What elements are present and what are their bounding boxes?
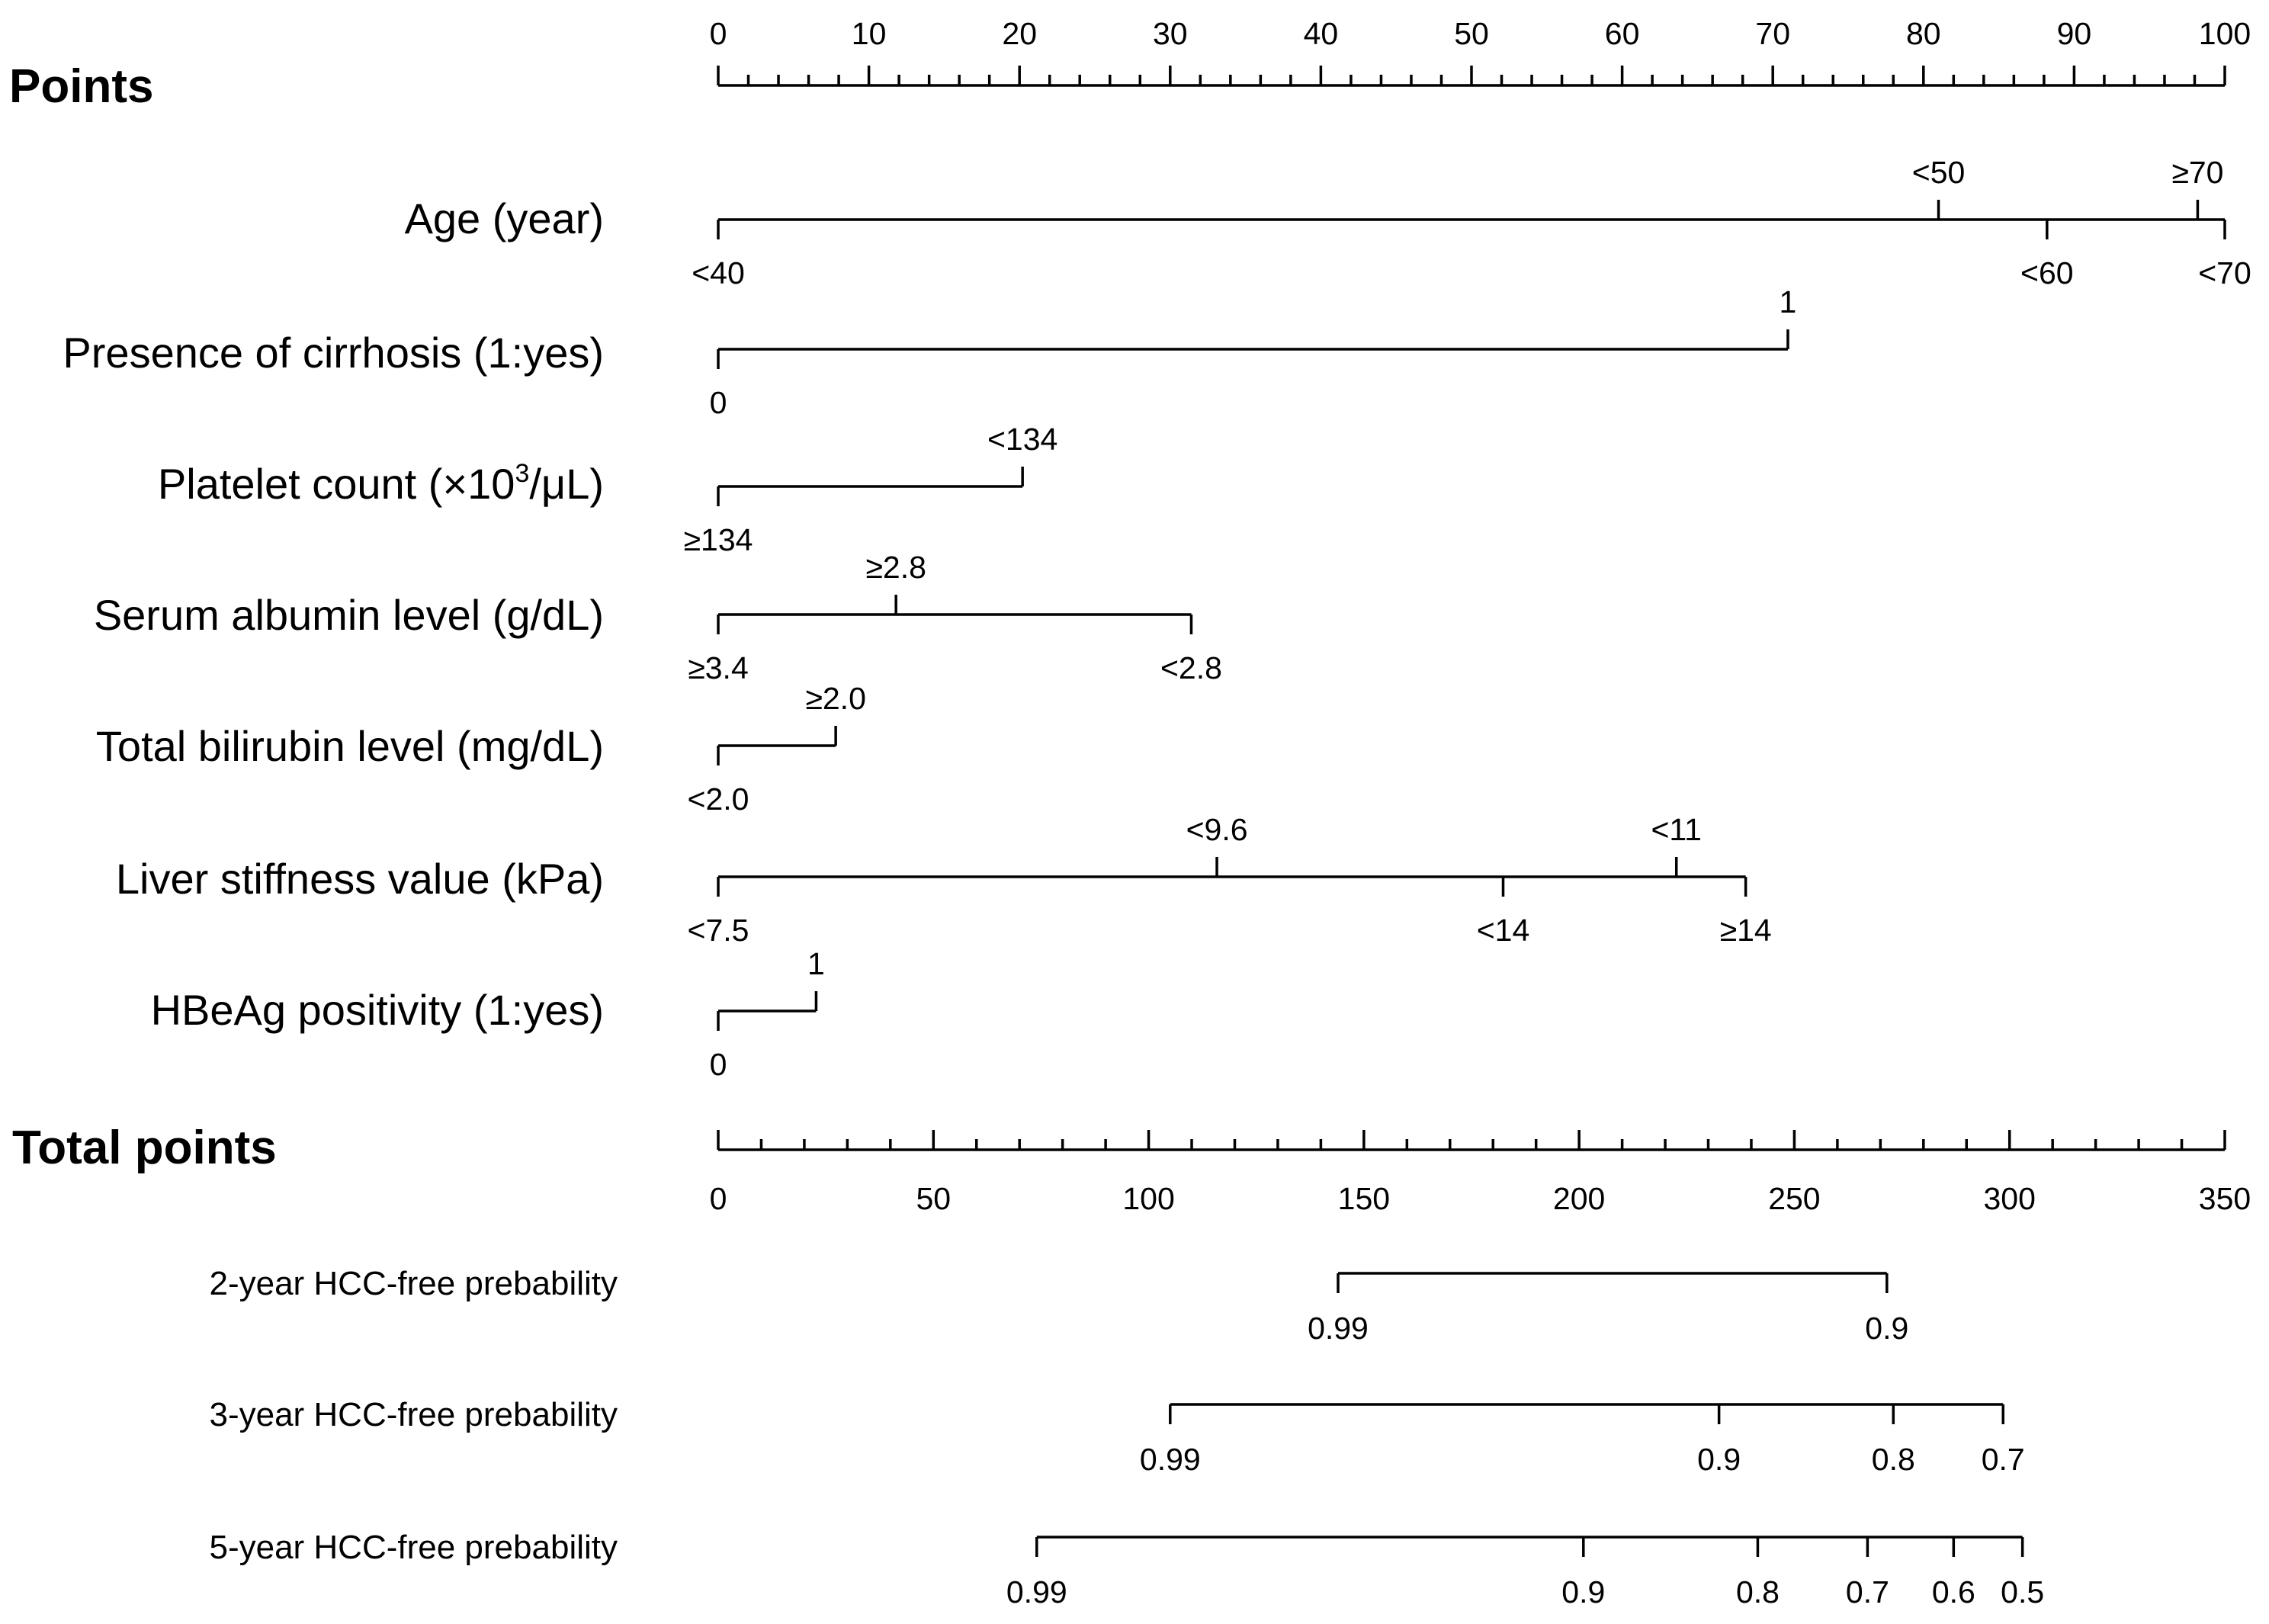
variable-tick-label-1: 1 (807, 946, 825, 981)
variable-label-age: Age (year) (405, 194, 604, 242)
variable-scale-liver-stiffness: <7.5 <9.6 <14 <11 ≥14 (688, 812, 1772, 948)
variable-tick-label-ge-2.0: ≥2.0 (805, 681, 866, 716)
prob-tick-label-0.7: 0.7 (1846, 1574, 1889, 1610)
variable-tick-label-lt-50: <50 (1912, 155, 1966, 190)
prob-scale-2-year: 0.99 0.9 (1308, 1272, 1908, 1346)
variable-scale-hbeag: 01 (710, 946, 825, 1082)
prob-tick-label-0.7: 0.7 (1982, 1442, 2025, 1477)
prob-row-2-year: 2-year HCC-free prebability 0.99 0.9 (209, 1265, 1908, 1346)
variable-tick-label-ge-70: ≥70 (2171, 155, 2223, 190)
variable-scale-bilirubin: <2.0 ≥2.0 (688, 681, 866, 817)
total-axis-tick-label: 0 (710, 1181, 727, 1216)
variable-row-age: Age (year) <40 <50 <60 ≥70 <70 (405, 155, 2251, 290)
prob-tick-label-0.8: 0.8 (1872, 1442, 1915, 1477)
variable-label-albumin: Serum albumin level (g/dL) (94, 591, 604, 639)
points-axis-tick-label: 90 (2057, 16, 2092, 51)
points-axis: 0 10 20 30 40 50 60 70 80 90 100 (710, 16, 2251, 87)
variable-tick-label-lt-7.5: <7.5 (688, 913, 749, 948)
points-axis-tick-label: 30 (1153, 16, 1188, 51)
variable-scale-cirrhosis: 01 (710, 284, 1797, 420)
variable-scale-albumin: ≥3.4 ≥2.8 <2.8 (688, 550, 1222, 685)
points-axis-tick-label: 10 (852, 16, 887, 51)
variable-tick-label-lt-2.0: <2.0 (688, 782, 749, 817)
variable-label-hbeag: HBeAg positivity (1:yes) (151, 986, 604, 1034)
prob-tick-label-0.6: 0.6 (1932, 1574, 1975, 1610)
prob-tick-label-0.99: 0.99 (1006, 1574, 1067, 1610)
variable-tick-label-lt-11: <11 (1651, 812, 1702, 847)
prob-row-5-year: 5-year HCC-free prebability 0.99 0.9 0.8 0.… (209, 1529, 2044, 1610)
points-axis-tick-label: 60 (1605, 16, 1640, 51)
points-axis-tick-label: 40 (1304, 16, 1339, 51)
platelet-label-suffix: /μL) (529, 460, 604, 508)
variable-tick-label-0: 0 (710, 1047, 727, 1082)
variable-row-bilirubin: Total bilirubin level (mg/dL) <2.0 ≥2.0 (96, 681, 866, 817)
total-axis-tick-label: 300 (1984, 1181, 2036, 1216)
prob-tick-label-0.99: 0.99 (1140, 1442, 1201, 1477)
variable-tick-label-lt-134: <134 (987, 422, 1057, 457)
points-axis-tick-label: 70 (1755, 16, 1790, 51)
variable-row-liver-stiffness: Liver stiffness value (kPa) <7.5<9.6<14<… (116, 812, 1772, 948)
prob-label-2-year: 2-year HCC-free prebability (209, 1265, 618, 1302)
variable-tick-label-lt-9.6: <9.6 (1186, 812, 1248, 847)
points-axis-label: Points (9, 60, 153, 113)
variable-tick-label-lt-2.8: <2.8 (1160, 650, 1222, 685)
points-axis-tick-label: 20 (1002, 16, 1037, 51)
variable-row-hbeag: HBeAg positivity (1:yes) 01 (151, 946, 825, 1082)
points-axis-tick-label: 50 (1454, 16, 1489, 51)
prob-tick-label-0.9: 0.9 (1697, 1442, 1741, 1477)
variable-tick-label-lt-60: <60 (2020, 255, 2074, 290)
total-axis-tick-label: 350 (2199, 1181, 2251, 1216)
platelet-label-superscript: 3 (515, 459, 529, 488)
total-points-axis: 0 50 100 150 200 250 300 350 (710, 1130, 2251, 1216)
prob-tick-label-0.9: 0.9 (1561, 1574, 1605, 1610)
platelet-label-prefix: Platelet count (×10 (158, 460, 515, 508)
variable-row-platelet: Platelet count (×103/μL) ≥134 <134 (158, 422, 1057, 557)
variable-tick-label-lt-14: <14 (1477, 913, 1530, 948)
variable-label-bilirubin: Total bilirubin level (mg/dL) (96, 722, 604, 770)
prob-row-3-year: 3-year HCC-free prebability 0.99 0.9 0.8 0.… (209, 1396, 2024, 1477)
variable-tick-label-1: 1 (1780, 284, 1797, 319)
prob-tick-label-0.8: 0.8 (1736, 1574, 1780, 1610)
variable-row-cirrhosis: Presence of cirrhosis (1:yes) 01 (63, 284, 1796, 420)
variable-row-albumin: Serum albumin level (g/dL) ≥3.4 ≥2.8 <2.8 (94, 550, 1222, 685)
variable-scale-age: <40 <50 <60 ≥70 <70 (692, 155, 2251, 290)
prob-scale-3-year: 0.99 0.9 0.8 0.7 (1140, 1403, 2025, 1477)
variable-tick-label-ge-14: ≥14 (1720, 913, 1772, 948)
total-axis-tick-label: 150 (1338, 1181, 1390, 1216)
prob-tick-label-0.99: 0.99 (1308, 1311, 1369, 1346)
total-axis-tick-label: 250 (1768, 1181, 1820, 1216)
prob-scale-5-year: 0.99 0.9 0.8 0.7 0.6 0.5 (1006, 1536, 2044, 1610)
variable-label-cirrhosis: Presence of cirrhosis (1:yes) (63, 329, 604, 377)
variable-label-platelet: Platelet count (×103/μL) (158, 459, 604, 508)
variable-tick-label-ge-2.8: ≥2.8 (865, 550, 926, 585)
prob-label-5-year: 5-year HCC-free prebability (209, 1529, 618, 1566)
total-axis-tick-label: 50 (916, 1181, 951, 1216)
variable-tick-label-lt-40: <40 (692, 255, 745, 290)
variable-tick-label-ge-3.4: ≥3.4 (688, 650, 749, 685)
variable-tick-label-ge-134: ≥134 (684, 522, 753, 557)
prob-tick-label-0.5: 0.5 (2001, 1574, 2044, 1610)
points-axis-tick-label: 100 (2199, 16, 2251, 51)
variable-label-liver-stiffness: Liver stiffness value (kPa) (116, 855, 604, 903)
total-axis-tick-label: 100 (1122, 1181, 1174, 1216)
variable-tick-label-0: 0 (710, 385, 727, 420)
prob-tick-label-0.9: 0.9 (1865, 1311, 1908, 1346)
total-points-axis-label: Total points (12, 1122, 277, 1174)
points-axis-tick-label: 80 (1906, 16, 1941, 51)
total-axis-tick-label: 200 (1553, 1181, 1605, 1216)
variable-scale-platelet: ≥134 <134 (684, 422, 1058, 557)
prob-label-3-year: 3-year HCC-free prebability (209, 1396, 618, 1433)
points-axis-tick-label: 0 (710, 16, 727, 51)
variable-tick-label-lt-70: <70 (2198, 255, 2251, 290)
